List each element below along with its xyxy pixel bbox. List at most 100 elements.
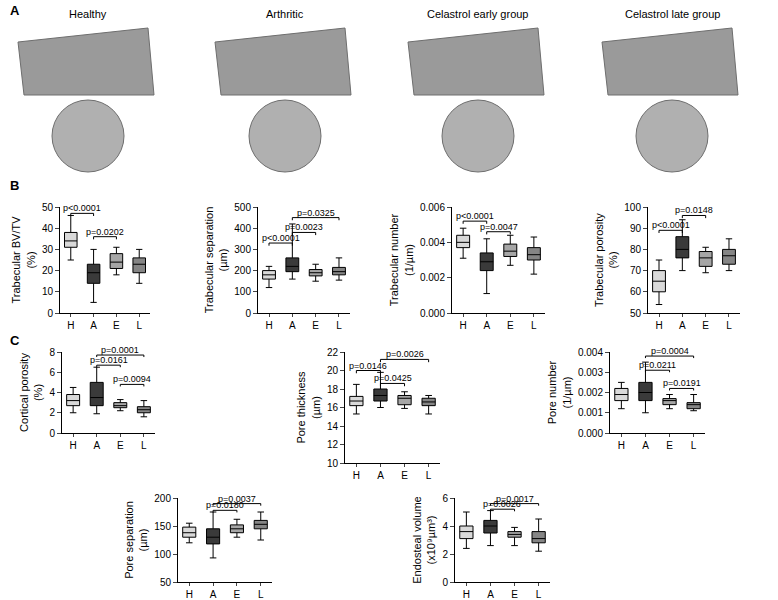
svg-text:A: A [642, 440, 649, 451]
svg-text:H: H [67, 320, 74, 331]
svg-text:Cortical porosity(%): Cortical porosity(%) [18, 353, 44, 432]
svg-text:Endosteal volume(x10⁹µm³): Endosteal volume(x10⁹µm³) [411, 496, 437, 583]
svg-text:2: 2 [442, 549, 448, 560]
svg-text:70: 70 [630, 265, 642, 276]
svg-text:p=0.0094: p=0.0094 [113, 374, 151, 384]
svg-text:p=0.0017: p=0.0017 [496, 494, 534, 504]
svg-text:0: 0 [442, 577, 448, 588]
svg-text:p=0.0037: p=0.0037 [218, 494, 256, 504]
svg-text:B: B [10, 178, 19, 193]
svg-text:p=0.0325: p=0.0325 [297, 208, 335, 218]
svg-text:50: 50 [630, 308, 642, 319]
svg-text:H: H [70, 440, 77, 451]
svg-text:6: 6 [49, 367, 55, 378]
svg-text:14: 14 [327, 421, 339, 432]
svg-text:E: E [113, 320, 120, 331]
svg-text:20: 20 [327, 365, 339, 376]
svg-text:50: 50 [160, 577, 172, 588]
svg-text:0.001: 0.001 [578, 407, 603, 418]
svg-text:L: L [336, 320, 342, 331]
svg-text:10: 10 [327, 458, 339, 469]
svg-text:p=0.0191: p=0.0191 [663, 378, 701, 388]
svg-text:4: 4 [49, 387, 55, 398]
svg-text:Pore separation(µm): Pore separation(µm) [123, 501, 149, 579]
svg-text:30: 30 [42, 244, 54, 255]
svg-text:200: 200 [234, 265, 251, 276]
svg-text:100: 100 [234, 286, 251, 297]
svg-text:p=0.0211: p=0.0211 [639, 360, 676, 370]
svg-text:200: 200 [154, 493, 171, 504]
svg-text:p=0.0001: p=0.0001 [101, 345, 139, 355]
svg-text:0: 0 [245, 308, 251, 319]
svg-text:E: E [511, 589, 518, 600]
svg-text:A: A [377, 470, 384, 481]
svg-text:A: A [679, 320, 686, 331]
svg-text:L: L [258, 589, 264, 600]
svg-text:p=0.0047: p=0.0047 [480, 222, 518, 232]
svg-text:A: A [90, 320, 97, 331]
svg-text:p=0.0004: p=0.0004 [651, 346, 689, 356]
svg-text:4: 4 [442, 521, 448, 532]
svg-text:p<0.0001: p<0.0001 [652, 220, 690, 230]
svg-text:300: 300 [234, 244, 251, 255]
svg-text:p<0.0001: p<0.0001 [456, 211, 494, 221]
svg-text:p=0.0023: p=0.0023 [285, 222, 323, 232]
svg-text:p=0.0146: p=0.0146 [349, 361, 387, 371]
svg-text:L: L [531, 320, 537, 331]
svg-text:400: 400 [234, 223, 251, 234]
svg-text:p=0.0180: p=0.0180 [206, 500, 244, 510]
svg-text:18: 18 [327, 384, 339, 395]
svg-text:E: E [702, 320, 709, 331]
svg-text:L: L [726, 320, 732, 331]
svg-text:E: E [312, 320, 319, 331]
svg-text:0.002: 0.002 [578, 387, 603, 398]
svg-text:80: 80 [630, 244, 642, 255]
svg-text:8: 8 [49, 347, 55, 358]
svg-text:p=0.0148: p=0.0148 [675, 205, 713, 215]
svg-text:Trabecular separation(µm): Trabecular separation(µm) [203, 207, 229, 314]
svg-text:16: 16 [327, 402, 339, 413]
svg-text:90: 90 [630, 223, 642, 234]
svg-text:40: 40 [42, 223, 54, 234]
svg-text:60: 60 [630, 286, 642, 297]
svg-text:0: 0 [47, 308, 53, 319]
svg-text:0: 0 [49, 428, 55, 439]
svg-text:p=0.0202: p=0.0202 [86, 227, 124, 237]
svg-text:A: A [93, 440, 100, 451]
svg-text:12: 12 [327, 439, 339, 450]
svg-text:E: E [234, 589, 241, 600]
svg-text:A: A [210, 589, 217, 600]
svg-text:100: 100 [624, 202, 641, 213]
svg-text:p=0.0026: p=0.0026 [483, 499, 521, 509]
svg-text:H: H [265, 320, 272, 331]
svg-text:H: H [463, 589, 470, 600]
svg-text:Trabecular porosity(%): Trabecular porosity(%) [593, 213, 619, 307]
svg-text:500: 500 [234, 202, 251, 213]
svg-text:0.006: 0.006 [420, 202, 445, 213]
svg-text:p=0.0425: p=0.0425 [374, 373, 412, 383]
svg-text:0.003: 0.003 [578, 367, 603, 378]
svg-text:A: A [10, 3, 20, 18]
svg-text:Healthy: Healthy [69, 8, 107, 20]
svg-text:p<0.0001: p<0.0001 [262, 233, 300, 243]
svg-text:L: L [136, 320, 142, 331]
svg-text:Celastrol late group: Celastrol late group [625, 8, 720, 20]
svg-text:0.000: 0.000 [578, 428, 603, 439]
svg-text:0.004: 0.004 [578, 347, 603, 358]
svg-text:0.000: 0.000 [420, 308, 445, 319]
svg-text:p=0.0161: p=0.0161 [90, 355, 128, 365]
svg-text:E: E [666, 440, 673, 451]
svg-text:L: L [536, 589, 542, 600]
svg-text:p=0.0026: p=0.0026 [386, 349, 424, 359]
svg-text:Arthritic: Arthritic [266, 8, 304, 20]
svg-text:100: 100 [154, 549, 171, 560]
svg-text:6: 6 [442, 493, 448, 504]
svg-text:L: L [141, 440, 147, 451]
svg-text:A: A [289, 320, 296, 331]
svg-text:A: A [483, 320, 490, 331]
svg-text:0.002: 0.002 [420, 272, 445, 283]
svg-text:E: E [507, 320, 514, 331]
svg-text:E: E [117, 440, 124, 451]
svg-text:L: L [426, 470, 432, 481]
svg-text:L: L [691, 440, 697, 451]
